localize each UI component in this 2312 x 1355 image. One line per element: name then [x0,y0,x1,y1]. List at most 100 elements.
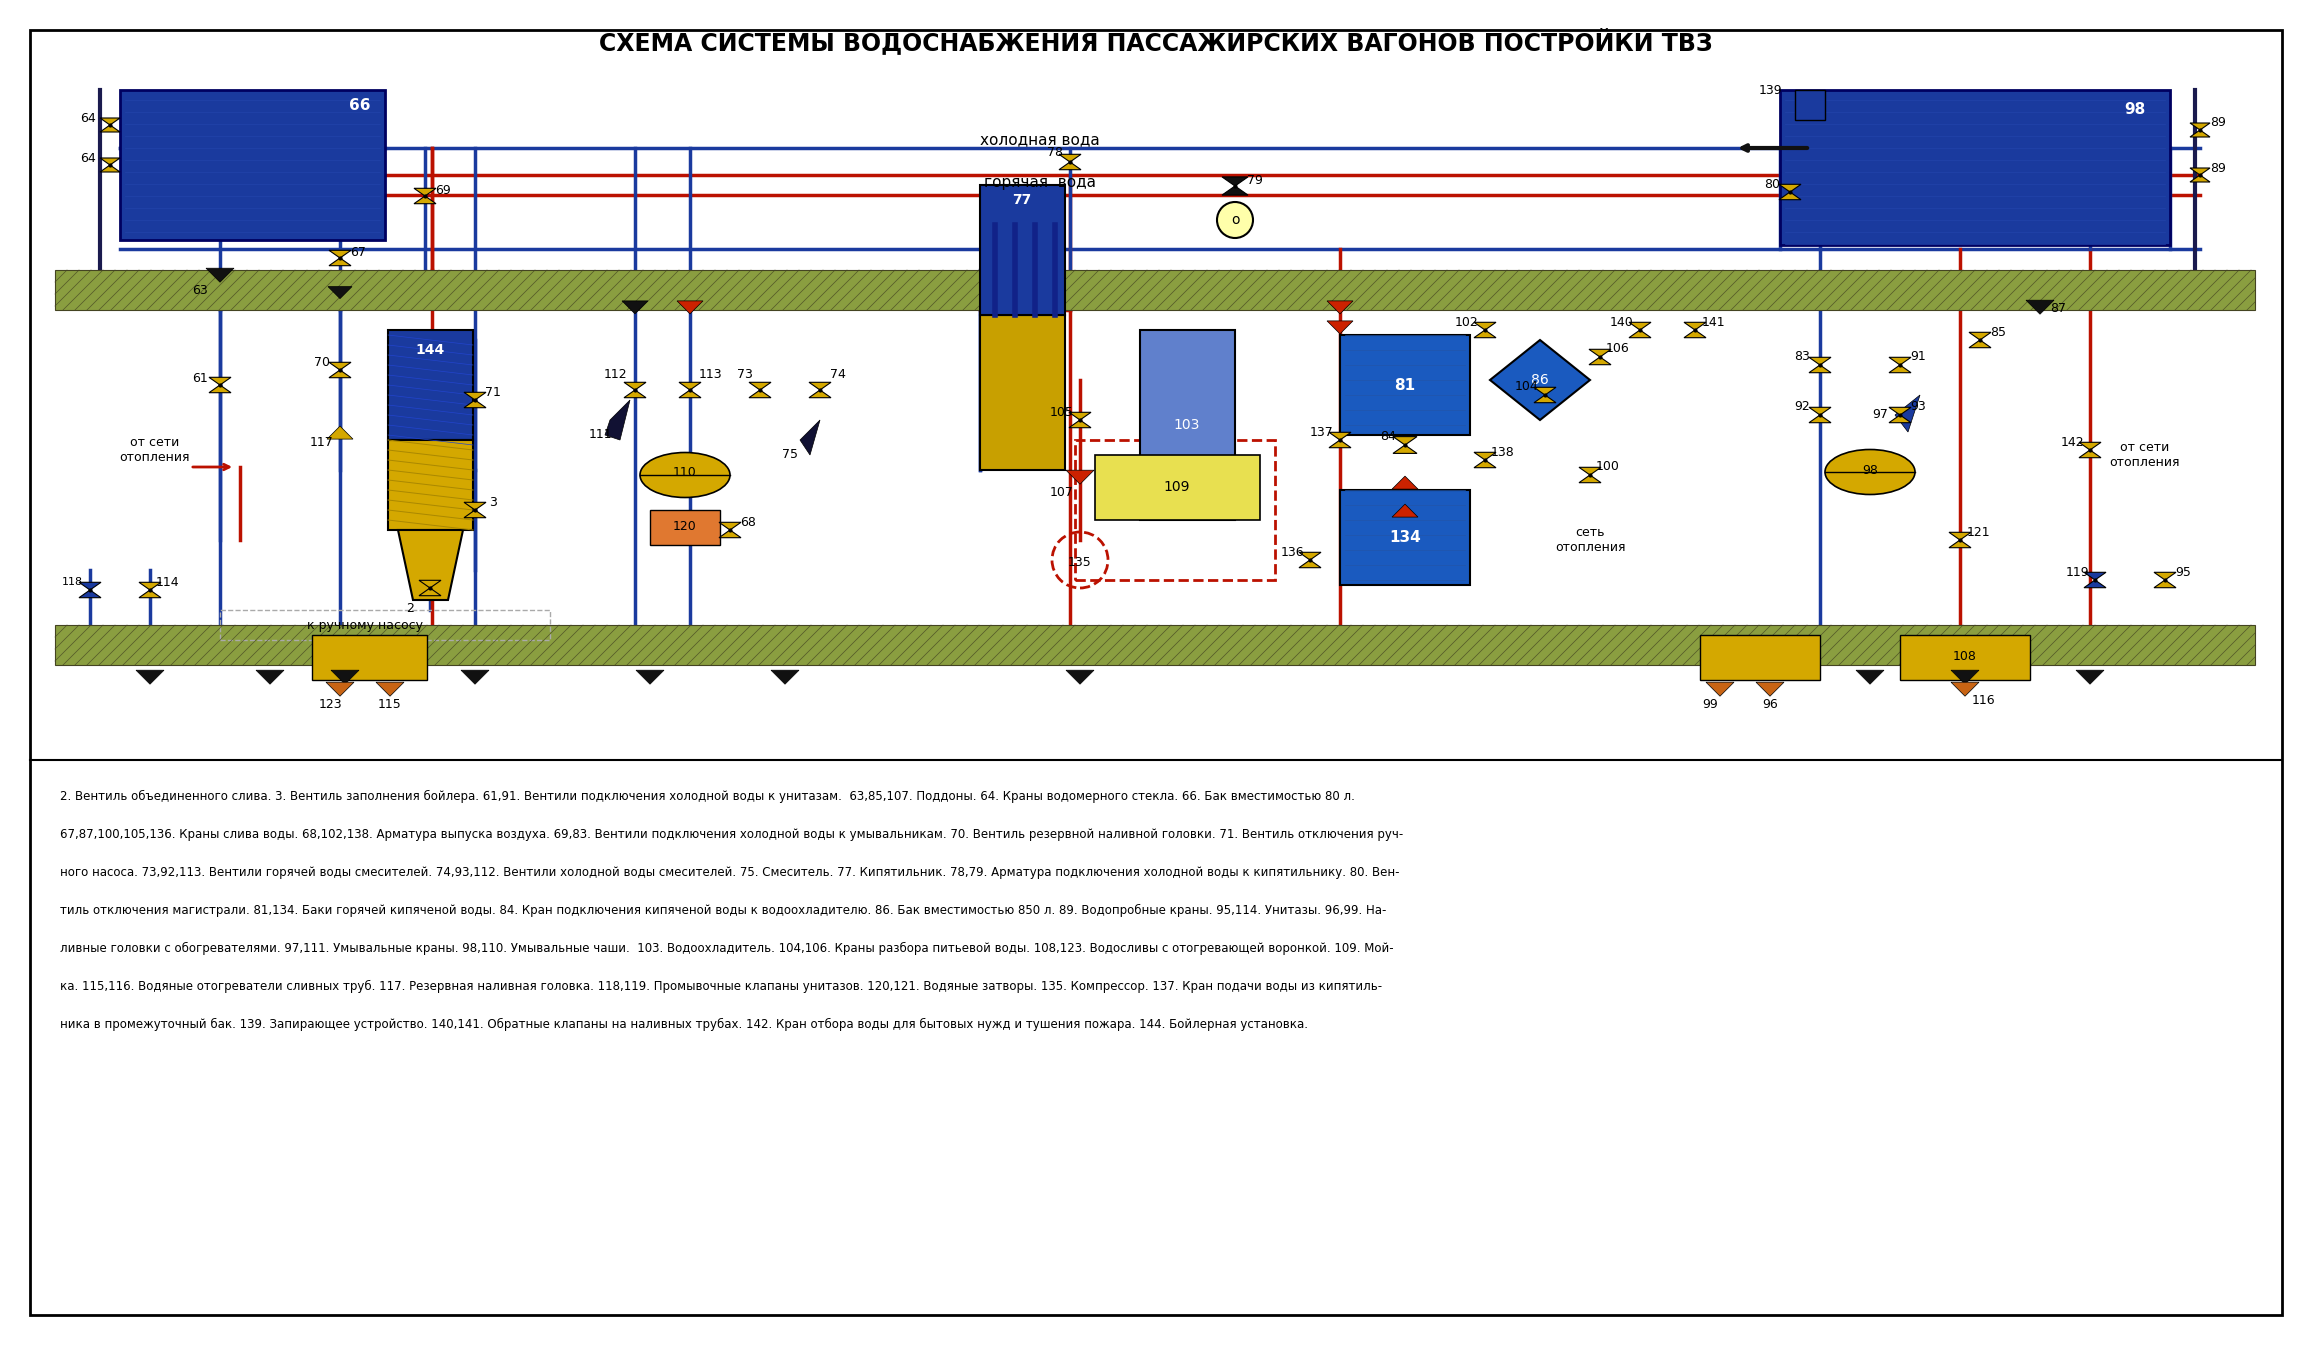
Polygon shape [1392,476,1417,489]
Text: холодная вода: холодная вода [980,133,1101,148]
Polygon shape [136,671,164,684]
Text: 117: 117 [310,435,333,449]
Text: 136: 136 [1281,546,1304,558]
Polygon shape [1068,420,1091,428]
Text: 89: 89 [2210,161,2226,175]
Bar [120,89,386,240]
Text: 104: 104 [1514,381,1540,393]
Polygon shape [465,400,486,408]
Polygon shape [398,530,462,600]
Text: 113: 113 [698,369,721,382]
Polygon shape [1889,408,1912,415]
Text: 75: 75 [781,449,798,462]
Polygon shape [606,400,629,440]
Polygon shape [1475,453,1496,459]
Polygon shape [1394,436,1417,444]
Text: ника в промежуточный бак. 139. Запирающее устройство. 140,141. Обратные клапаны : ника в промежуточный бак. 139. Запирающе… [60,1018,1309,1031]
Text: 61: 61 [192,371,208,385]
Polygon shape [2083,572,2106,580]
Polygon shape [1579,467,1600,476]
Polygon shape [636,671,664,684]
Text: 110: 110 [673,466,696,478]
Polygon shape [680,382,701,390]
Text: 111: 111 [587,428,613,442]
Polygon shape [1630,322,1651,331]
Polygon shape [1059,154,1082,163]
Text: 98: 98 [1861,463,1877,477]
Text: 69: 69 [435,183,451,196]
Text: 64: 64 [81,111,95,125]
Text: 95: 95 [2176,565,2192,579]
Text: сеть
отопления: сеть отопления [1554,526,1625,554]
Text: 68: 68 [740,516,756,530]
Text: 86: 86 [1531,373,1549,388]
Polygon shape [328,362,351,370]
Bar [220,610,550,640]
Text: от сети
отопления: от сети отопления [2111,440,2180,469]
Text: 74: 74 [830,369,846,382]
Polygon shape [1949,541,1972,547]
Polygon shape [2078,450,2102,458]
Text: 71: 71 [486,386,502,400]
Polygon shape [2189,130,2210,137]
Polygon shape [1757,682,1785,696]
Polygon shape [1299,560,1320,568]
Text: к ручному насосу: к ручному насосу [307,618,423,631]
Polygon shape [1489,340,1591,420]
Polygon shape [208,385,231,393]
Polygon shape [1223,178,1248,186]
Polygon shape [2189,123,2210,130]
Text: 92: 92 [1794,401,1810,413]
Text: 3: 3 [490,496,497,508]
Polygon shape [1475,331,1496,337]
Text: 107: 107 [1050,485,1075,499]
Polygon shape [622,301,647,314]
Text: 118: 118 [62,577,83,587]
Polygon shape [677,301,703,314]
Polygon shape [1327,301,1353,314]
Text: 78: 78 [1047,145,1064,159]
Polygon shape [99,165,120,172]
Polygon shape [719,530,742,538]
Polygon shape [1327,321,1353,333]
Polygon shape [99,159,120,165]
Text: 97: 97 [1873,408,1889,421]
Polygon shape [1808,408,1831,415]
Polygon shape [1329,432,1350,440]
Polygon shape [1329,440,1350,447]
Text: 102: 102 [1454,316,1480,328]
Polygon shape [1394,444,1417,454]
Text: 2. Вентиль объединенного слива. 3. Вентиль заполнения бойлера. 61,91. Вентили по: 2. Вентиль объединенного слива. 3. Венти… [60,790,1355,804]
Polygon shape [328,251,351,257]
Polygon shape [770,671,800,684]
Text: 139: 139 [1757,84,1783,96]
Text: 66: 66 [349,98,370,112]
Polygon shape [465,393,486,400]
Polygon shape [624,382,645,390]
Polygon shape [680,390,701,398]
Text: 2: 2 [407,602,414,615]
Polygon shape [1896,396,1919,432]
Text: 142: 142 [2060,435,2083,449]
Polygon shape [800,420,821,455]
Polygon shape [1970,332,1991,340]
Polygon shape [418,580,442,588]
Polygon shape [1778,184,1801,192]
Polygon shape [1706,682,1734,696]
Text: 134: 134 [1390,530,1422,545]
Text: o: o [1230,213,1239,228]
Polygon shape [1579,476,1600,482]
Text: 103: 103 [1174,417,1200,432]
Bar [388,440,474,530]
Text: 63: 63 [192,283,208,297]
Bar [1140,331,1235,520]
Text: 70: 70 [314,355,331,369]
Text: 123: 123 [319,698,342,711]
Polygon shape [719,522,742,530]
Text: ка. 115,116. Водяные отогреватели сливных труб. 117. Резервная наливная головка.: ка. 115,116. Водяные отогреватели сливны… [60,980,1383,993]
Bar [1075,440,1274,580]
Polygon shape [465,503,486,509]
Text: 141: 141 [1702,316,1725,328]
Polygon shape [1068,412,1091,420]
Text: 108: 108 [1954,650,1977,664]
